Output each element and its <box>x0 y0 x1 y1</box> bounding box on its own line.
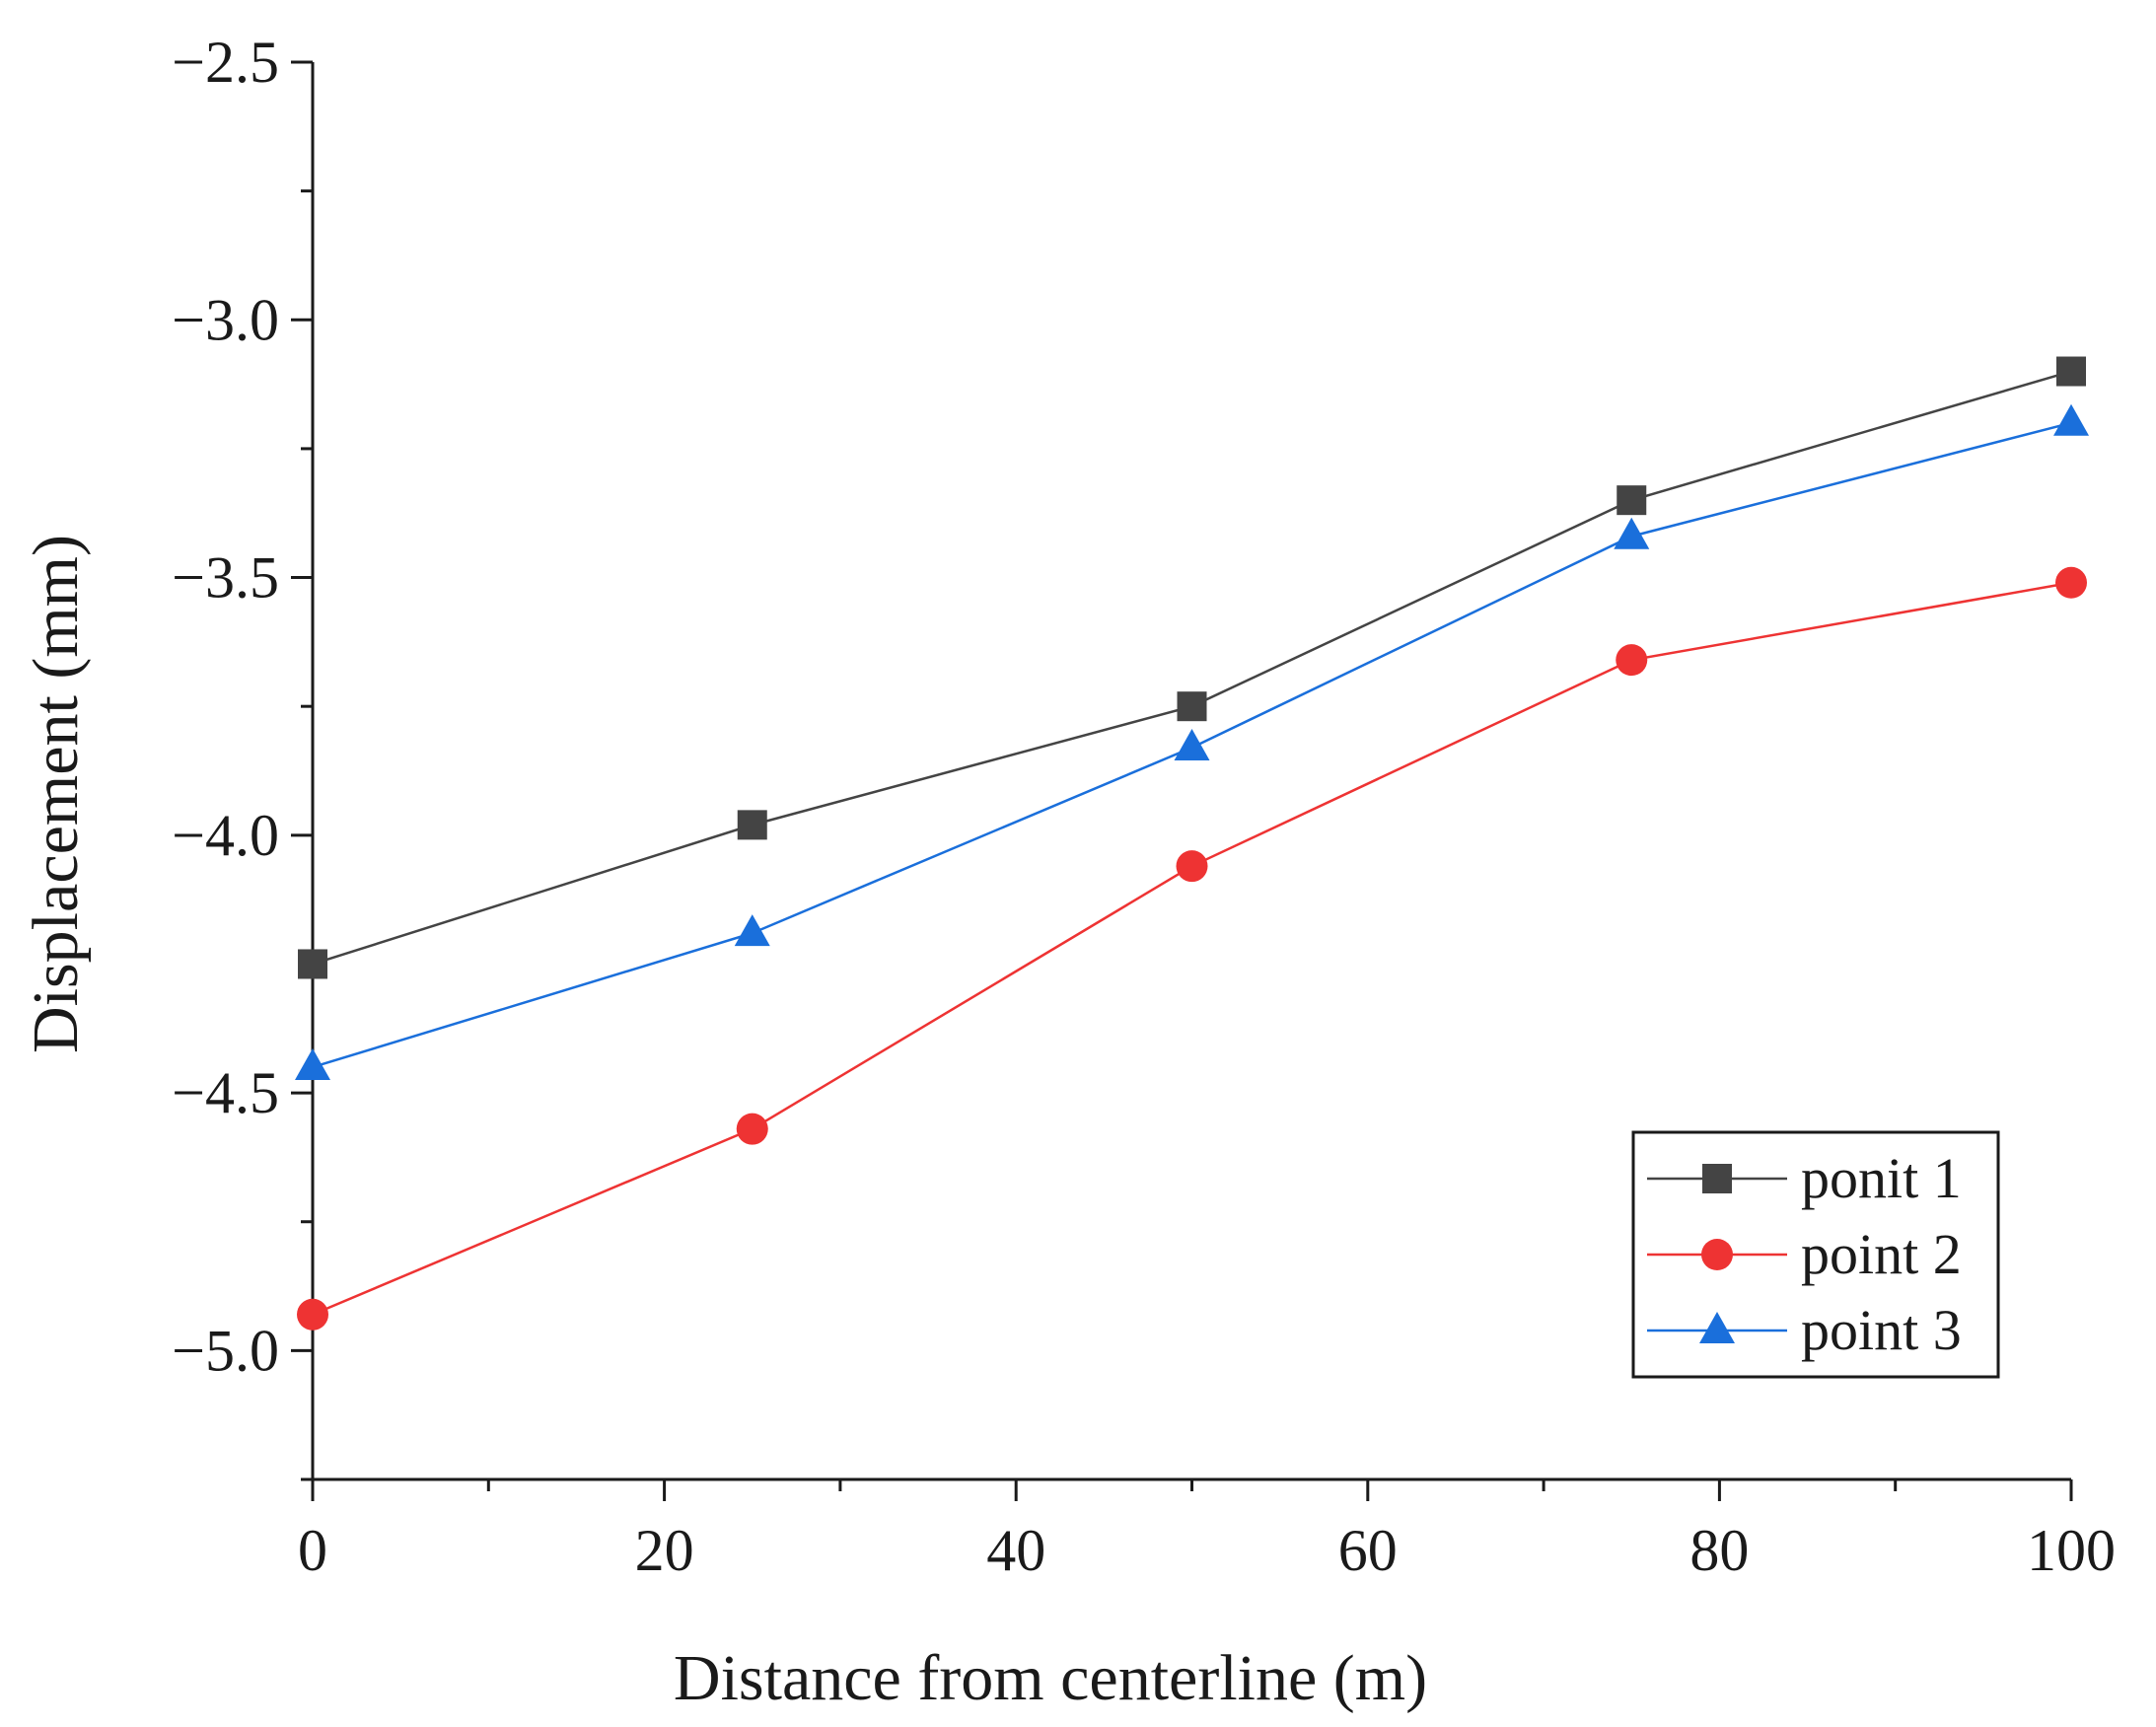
y-tick-label: −4.5 <box>172 1060 279 1125</box>
series-3-point <box>295 1047 330 1080</box>
series-2-point <box>2055 566 2087 599</box>
series-3 <box>295 403 2089 1080</box>
series-3-point <box>1174 728 1210 760</box>
x-tick-label: 0 <box>298 1518 327 1583</box>
y-tick-label: −3.0 <box>172 287 279 352</box>
legend-label: ponit 1 <box>1801 1146 1962 1210</box>
x-tick-label: 80 <box>1689 1518 1749 1583</box>
series-3-point <box>1614 517 1650 549</box>
series-2-point <box>297 1298 328 1331</box>
x-tick-label: 60 <box>1338 1518 1398 1583</box>
y-tick-label: −3.5 <box>172 545 279 611</box>
series-1-point <box>1177 691 1207 722</box>
x-tick-label: 20 <box>635 1518 694 1583</box>
legend-marker <box>1702 1164 1732 1193</box>
series-2 <box>297 566 2087 1331</box>
series-1-point <box>298 949 327 979</box>
series-1 <box>298 356 2086 979</box>
legend-marker <box>1699 1312 1735 1343</box>
y-tick-label: −5.0 <box>172 1318 279 1383</box>
series-2-point <box>1616 644 1648 677</box>
x-tick-label: 100 <box>2027 1518 2116 1583</box>
series-2-point <box>736 1113 768 1145</box>
series-3-point <box>734 914 770 947</box>
x-axis-title: Distance from centerline (m) <box>674 1642 1427 1714</box>
series-3-point <box>2053 403 2089 436</box>
legend-marker <box>1701 1239 1733 1270</box>
series-1-point <box>737 810 767 840</box>
legend-label: point 3 <box>1801 1298 1962 1362</box>
y-tick-label: −4.0 <box>172 803 279 868</box>
series-1-point <box>2056 356 2086 387</box>
series-2-point <box>1176 850 1208 883</box>
x-tick-label: 40 <box>986 1518 1045 1583</box>
series-1-point <box>1617 485 1647 516</box>
legend-label: point 2 <box>1801 1222 1962 1286</box>
y-axis-title: Displacement (mm) <box>20 535 92 1053</box>
y-tick-label: −2.5 <box>172 30 279 95</box>
